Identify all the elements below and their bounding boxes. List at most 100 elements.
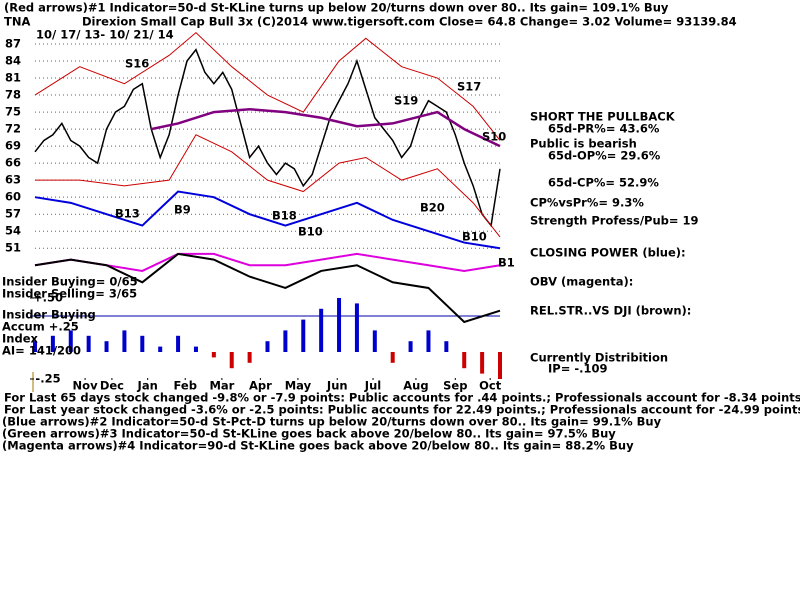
side-note: 65d-OP%= 29.6%	[548, 149, 661, 163]
footer-line: (Magenta arrows)#4 Indicator=90-d St-KLi…	[2, 439, 634, 453]
accum-bar	[337, 298, 342, 352]
accum-bar	[158, 346, 163, 352]
y-tick-label: 69	[5, 139, 21, 153]
accum-bar	[408, 341, 413, 352]
accum-bar	[247, 352, 252, 363]
accum-bar	[229, 352, 234, 369]
accum-bar	[390, 352, 395, 363]
series-line	[34, 31, 501, 141]
accum-bar	[319, 308, 324, 352]
y-tick-label: 60	[5, 190, 21, 204]
panel-label: AI= 141/200	[2, 344, 81, 358]
accum-bar	[426, 330, 431, 352]
accum-bar	[86, 335, 91, 352]
series-line	[34, 190, 501, 250]
accum-bar	[301, 319, 306, 352]
y-tick-label: 54	[5, 224, 21, 238]
x-tick-label: Aug	[403, 379, 428, 393]
series-line	[150, 107, 501, 148]
signal-label: B13	[115, 207, 140, 221]
panel-label: Insider Buying	[2, 308, 96, 322]
y-tick-label: 63	[5, 173, 21, 187]
accum-bar	[354, 303, 359, 352]
footer-line: For Last year stock changed -3.6% or -2.…	[4, 403, 800, 417]
accum-bar	[211, 352, 216, 358]
legend-label: OBV (magenta):	[530, 275, 633, 289]
accum-bar	[444, 341, 449, 352]
accum-bar	[50, 335, 55, 352]
side-note: IP= -.109	[548, 362, 608, 376]
y-tick-label: 87	[5, 37, 21, 51]
signal-label: B20	[420, 201, 445, 215]
y-tick-label: 51	[5, 241, 21, 255]
signal-label: B1	[498, 256, 515, 270]
accum-bar	[176, 335, 181, 352]
x-tick-label: Nov	[73, 379, 99, 393]
x-tick-label: Jun	[326, 379, 348, 393]
signal-label: S10	[482, 130, 506, 144]
series-line	[35, 134, 501, 238]
x-tick-label: Oct	[479, 379, 502, 393]
side-note: Strength Profess/Pub= 19	[530, 214, 699, 228]
x-tick-label: Dec	[100, 379, 124, 393]
signal-label: S17	[457, 80, 481, 94]
ticker: TNA	[4, 15, 30, 29]
x-tick-label: May	[285, 379, 312, 393]
panel-label: Insider Selling= 3/65	[2, 287, 137, 301]
panel-label: Index	[2, 332, 38, 346]
x-tick-label: Sep	[443, 379, 467, 393]
y2-tick-label: +.50	[33, 291, 63, 305]
side-note: 65d-PR%= 43.6%	[548, 122, 660, 136]
accum-bar	[140, 335, 145, 352]
panel-label: Accum +.25	[2, 320, 79, 334]
side-note: SHORT THE PULLBACK	[530, 110, 676, 124]
series-line	[34, 252, 501, 272]
accum-bar	[33, 341, 37, 352]
signal-label: B10	[462, 230, 487, 244]
signal-label: B10	[298, 225, 323, 239]
y-tick-label: 78	[5, 88, 21, 102]
x-tick-label: Mar	[209, 379, 234, 393]
x-tick-label: Apr	[249, 379, 272, 393]
side-note: CP%vsPr%= 9.3%	[530, 196, 644, 210]
x-tick-label: Jul	[364, 379, 381, 393]
series-line	[34, 252, 501, 324]
accum-bar	[372, 330, 377, 352]
y-tick-label: 81	[5, 71, 21, 85]
accum-bar	[122, 330, 127, 352]
footer-line: (Green arrows)#3 Indicator=50-d St-KLine…	[2, 427, 616, 441]
chart-title: Direxion Small Cap Bull 3x (C)2014 www.t…	[82, 15, 737, 29]
accum-bar	[480, 352, 485, 374]
side-note: Public is bearish	[530, 137, 637, 151]
y-tick-label: 57	[5, 207, 21, 221]
accum-bar	[265, 341, 270, 352]
accum-bar	[193, 346, 198, 352]
y2-tick-label: -.25	[35, 372, 60, 386]
y-tick-label: 72	[5, 122, 21, 136]
accum-bar	[498, 352, 502, 379]
y-tick-label: 66	[5, 156, 21, 170]
side-note: Currently Distribition	[530, 351, 668, 365]
x-tick-label: Jan	[137, 379, 158, 393]
y-tick-label: 75	[5, 105, 21, 119]
y-tick-label: 84	[5, 54, 21, 68]
accum-bar	[283, 330, 288, 352]
signal-label: S19	[394, 94, 418, 108]
legend-label: CLOSING POWER (blue):	[530, 246, 686, 260]
series-line	[34, 48, 501, 228]
footer-line: For Last 65 days stock changed -9.8% or …	[4, 391, 800, 405]
side-note: 65d-CP%= 52.9%	[548, 176, 659, 190]
accum-bar	[68, 330, 73, 352]
legend-label: REL.STR..VS DJI (brown):	[530, 304, 691, 318]
header: (Red arrows)#1 Indicator=50-d St-KLine t…	[4, 1, 669, 15]
signal-label: B9	[174, 203, 191, 217]
accum-bar	[104, 341, 109, 352]
signal-label: B18	[272, 209, 297, 223]
x-tick-label: Feb	[174, 379, 197, 393]
accum-bar	[462, 352, 467, 369]
panel-label: Insider Buying= 0/65	[2, 275, 138, 289]
footer-line: (Blue arrows)#2 Indicator=50-d St-Pct-D …	[2, 415, 662, 429]
signal-label: S16	[125, 57, 149, 71]
date-range: 10/ 17/ 13- 10/ 21/ 14	[36, 28, 174, 42]
